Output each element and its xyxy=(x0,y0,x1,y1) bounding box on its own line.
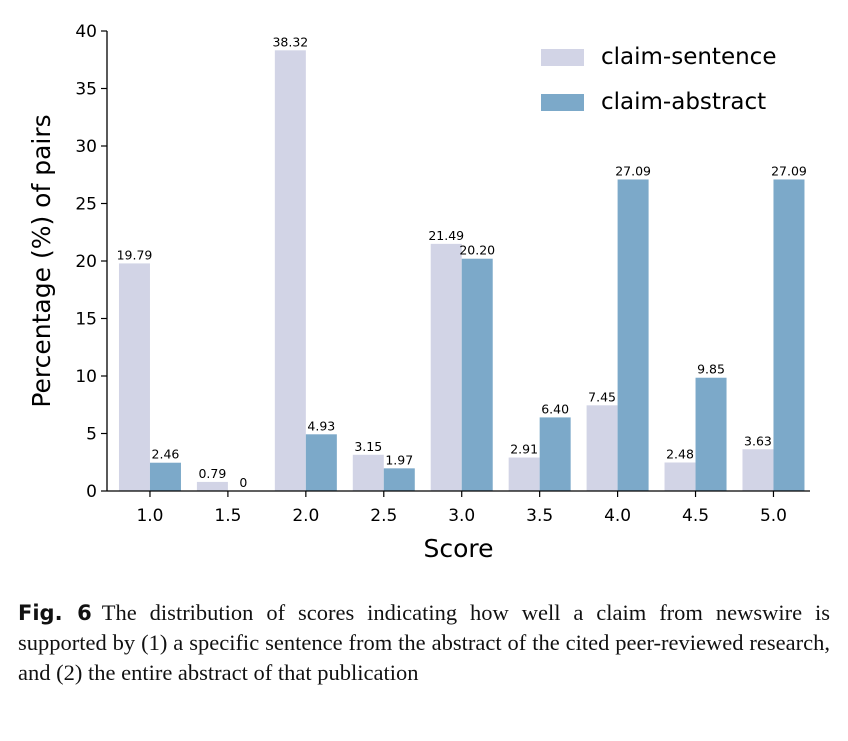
bar-claim-sentence-4.5 xyxy=(664,462,696,491)
x-tick-label: 2.0 xyxy=(292,506,319,526)
y-tick-label: 30 xyxy=(75,137,97,157)
bar-claim-sentence-1.0 xyxy=(118,263,150,491)
x-tick-label: 3.0 xyxy=(448,506,475,526)
bar-value-label: 9.85 xyxy=(697,362,725,377)
bar-claim-abstract-4.0 xyxy=(617,179,649,491)
y-tick-label: 20 xyxy=(75,252,97,272)
x-tick-label: 5.0 xyxy=(760,506,787,526)
figure-caption: Fig. 6 The distribution of scores indicat… xyxy=(18,598,830,688)
bar-claim-abstract-5.0 xyxy=(773,179,805,491)
bar-value-label: 27.09 xyxy=(615,163,651,178)
bar-value-label: 3.63 xyxy=(744,433,772,448)
bar-value-label: 19.79 xyxy=(117,247,153,262)
bar-claim-sentence-3.0 xyxy=(430,243,462,491)
y-tick-label: 40 xyxy=(75,22,97,42)
legend-label-claim-abstract: claim-abstract xyxy=(601,89,766,115)
x-tick-label: 4.0 xyxy=(604,506,631,526)
bar-claim-sentence-2.5 xyxy=(352,454,384,491)
figure-label: Fig. 6 xyxy=(18,601,92,625)
bar-value-label: 6.40 xyxy=(541,401,569,416)
x-tick-label: 4.5 xyxy=(682,506,709,526)
bar-value-label: 4.93 xyxy=(307,418,335,433)
bar-claim-abstract-3.5 xyxy=(539,417,571,491)
bar-claim-sentence-4.0 xyxy=(586,405,618,491)
bar-value-label: 0.79 xyxy=(198,466,226,481)
caption-text: The distribution of scores indicating ho… xyxy=(18,600,830,685)
x-tick-label: 2.5 xyxy=(370,506,397,526)
chart-canvas: 19.79 0.79 38.32 3.15 21.49 2.91 7.45 2.48 3.63 2… xyxy=(27,22,810,563)
bar-value-label: 2.91 xyxy=(510,442,538,457)
y-tick-label: 10 xyxy=(75,367,97,387)
bar-claim-abstract-1.0 xyxy=(149,462,181,491)
bar-claim-abstract-2.5 xyxy=(383,468,415,491)
legend-swatch-claim-abstract xyxy=(541,94,584,111)
bar-value-label: 1.97 xyxy=(385,452,413,467)
bar-value-label: 2.48 xyxy=(666,446,694,461)
bar-claim-sentence-5.0 xyxy=(742,449,774,491)
bar-chart: 19.79 0.79 38.32 3.15 21.49 2.91 7.45 2.48 3.63 2… xyxy=(27,22,810,563)
bar-claim-abstract-2.0 xyxy=(305,434,337,491)
x-axis-title: Score xyxy=(423,534,493,563)
bar-value-label: 2.46 xyxy=(152,447,180,462)
legend-swatch-claim-sentence xyxy=(541,49,584,66)
y-axis-title: Percentage (%) of pairs xyxy=(27,114,56,407)
y-tick-label: 0 xyxy=(86,482,97,502)
bar-claim-abstract-4.5 xyxy=(695,377,727,491)
y-tick-label: 15 xyxy=(75,310,97,330)
x-tick-label: 1.5 xyxy=(214,506,241,526)
bar-value-label: 7.45 xyxy=(588,389,616,404)
bar-value-label: 27.09 xyxy=(771,163,807,178)
x-tick-label: 3.5 xyxy=(526,506,553,526)
bar-value-label: 20.20 xyxy=(459,243,495,258)
bar-claim-sentence-2.0 xyxy=(274,50,306,491)
bar-claim-sentence-3.5 xyxy=(508,457,540,491)
bar-value-label: 21.49 xyxy=(428,228,464,243)
y-tick-label: 35 xyxy=(75,80,97,100)
x-tick-label: 1.0 xyxy=(136,506,163,526)
bar-claim-abstract-3.0 xyxy=(461,258,493,491)
bar-value-label: 0 xyxy=(239,475,247,490)
bar-claim-sentence-1.5 xyxy=(196,481,228,491)
bar-value-label: 3.15 xyxy=(354,439,382,454)
legend-label-claim-sentence: claim-sentence xyxy=(601,44,776,70)
bar-value-label: 38.32 xyxy=(272,34,308,49)
y-tick-label: 25 xyxy=(75,195,97,215)
y-tick-label: 5 xyxy=(86,425,97,445)
